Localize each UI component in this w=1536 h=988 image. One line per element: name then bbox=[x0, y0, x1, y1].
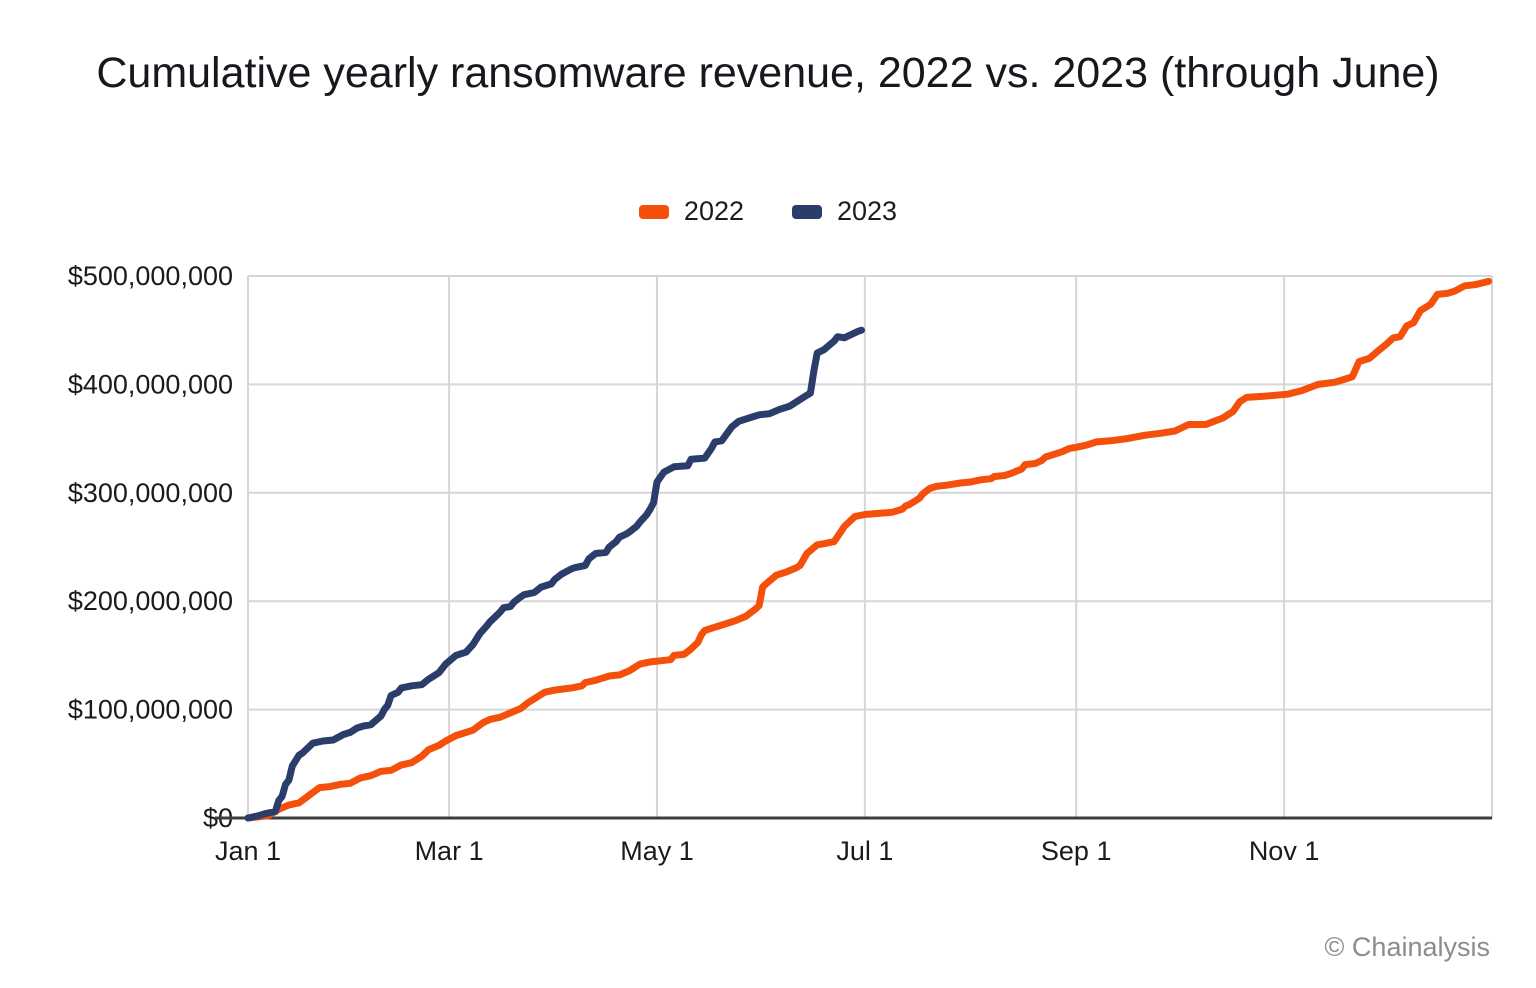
legend-item-2022: 2022 bbox=[638, 196, 744, 227]
x-tick-label: Jan 1 bbox=[215, 836, 281, 866]
series-line-2022 bbox=[244, 277, 1493, 822]
copyright-text: © Chainalysis bbox=[1324, 932, 1490, 962]
legend-swatch-2023-icon bbox=[792, 204, 822, 219]
chart-title: Cumulative yearly ransomware revenue, 20… bbox=[96, 49, 1440, 97]
x-tick-label: Mar 1 bbox=[415, 836, 484, 866]
x-tick-label: Nov 1 bbox=[1249, 836, 1320, 866]
series-line-2023 bbox=[244, 326, 865, 822]
legend-swatch-2022-icon bbox=[638, 204, 669, 219]
x-tick-label: Sep 1 bbox=[1041, 836, 1112, 866]
x-tick-label: Jul 1 bbox=[836, 836, 893, 866]
legend-label-2023: 2023 bbox=[837, 196, 898, 226]
legend: 2022 2023 bbox=[0, 196, 1536, 227]
legend-item-2023: 2023 bbox=[792, 196, 897, 227]
x-tick-label: May 1 bbox=[620, 836, 694, 866]
y-tick-label: $200,000,000 bbox=[68, 586, 233, 616]
y-tick-label: $300,000,000 bbox=[68, 478, 233, 508]
legend-label-2022: 2022 bbox=[683, 196, 744, 226]
y-tick-label: $500,000,000 bbox=[68, 261, 233, 291]
y-tick-label: $400,000,000 bbox=[68, 369, 233, 399]
y-tick-label: $100,000,000 bbox=[68, 695, 233, 725]
